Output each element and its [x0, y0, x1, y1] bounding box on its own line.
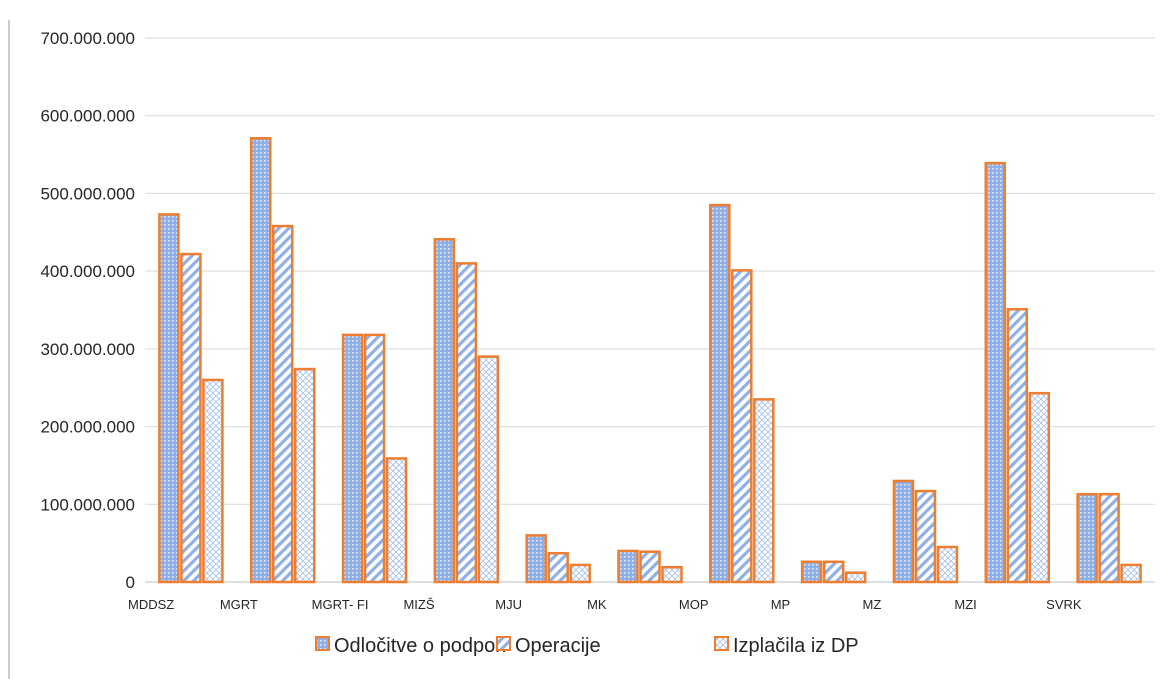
bar-payments [936, 545, 959, 584]
bar-decisions [341, 333, 364, 584]
legend-decisions-swatch [315, 636, 330, 651]
category-label: MZI [954, 597, 976, 612]
bar-decisions [525, 534, 547, 584]
bar-operations [180, 252, 202, 584]
y-tick-label: 400.000.000 [40, 262, 135, 281]
bar-operations [1006, 307, 1029, 584]
bar-payments [1120, 563, 1142, 584]
bar-payments [202, 378, 224, 584]
bar-decisions [249, 137, 272, 584]
category-label: MK [587, 597, 607, 612]
bar-payments [661, 565, 683, 584]
bar-payments [1028, 391, 1051, 584]
bar-operations [639, 550, 661, 584]
bar-decisions [709, 203, 731, 584]
legend-decisions-label: Odločitve o podpori [334, 635, 506, 657]
bar-decisions [1076, 492, 1098, 584]
category-label: MZ [863, 597, 882, 612]
bar-operations [363, 333, 386, 584]
bar-operations [455, 262, 478, 584]
legend-operations-label: Operacije [515, 635, 601, 657]
bar-decisions [158, 213, 180, 584]
bar-operations [271, 224, 294, 584]
bar-payments [844, 571, 867, 584]
bar-decisions [433, 238, 456, 584]
bar-payments [385, 457, 408, 584]
bar-operations [547, 551, 569, 584]
category-label: MGRT [220, 597, 258, 612]
bar-payments [477, 355, 500, 584]
y-tick-label: 300.000.000 [40, 340, 135, 359]
bar-operations [1098, 492, 1120, 584]
bar-decisions [892, 479, 915, 584]
bar-operations [914, 489, 937, 584]
y-tick-label: 100.000.000 [40, 495, 135, 514]
y-tick-label: 700.000.000 [40, 29, 135, 48]
category-label: SVRK [1046, 597, 1082, 612]
bar-operations [731, 269, 753, 584]
category-label: MJU [495, 597, 522, 612]
bar-decisions [800, 560, 823, 584]
bar-payments [753, 398, 775, 584]
y-tick-label: 0 [126, 573, 135, 592]
bar-decisions [984, 161, 1007, 584]
category-label: MP [771, 597, 791, 612]
y-tick-label: 200.000.000 [40, 418, 135, 437]
category-label: MDDSZ [128, 597, 174, 612]
y-tick-label: 600.000.000 [40, 107, 135, 126]
legend-payments-label: Izplačila iz DP [733, 635, 859, 657]
category-label: MOP [679, 597, 709, 612]
legend-payments-swatch [714, 636, 729, 651]
y-tick-label: 500.000.000 [40, 184, 135, 203]
category-label: MGRT- FI [312, 597, 369, 612]
category-label: MIZŠ [403, 597, 434, 612]
bar-payments [569, 563, 591, 584]
bar-payments [293, 367, 316, 584]
bar-decisions [617, 549, 639, 584]
legend-operations-swatch [496, 636, 511, 651]
bar-operations [822, 560, 845, 584]
